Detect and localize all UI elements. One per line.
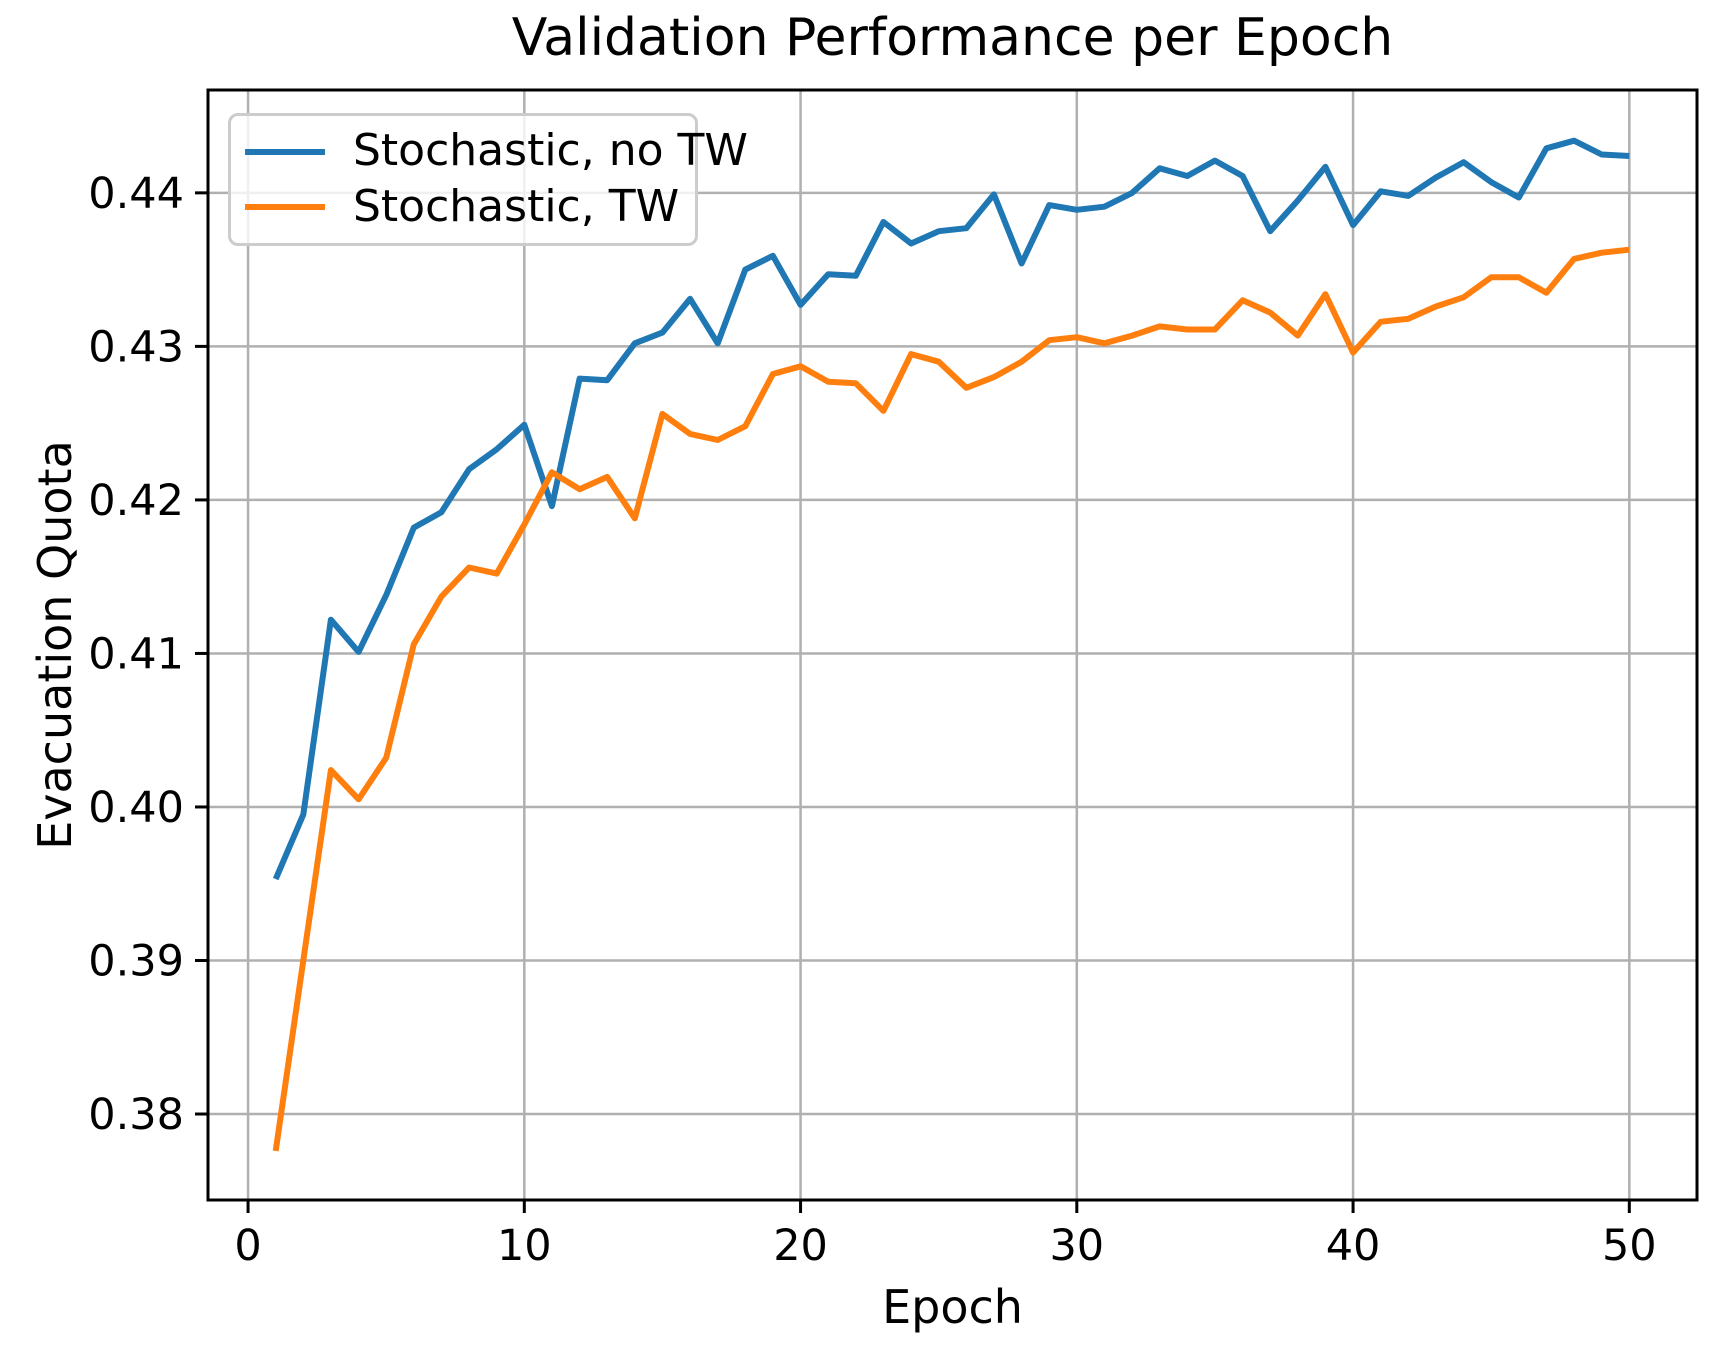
x-tick-label: 0 [234,1221,261,1271]
y-tick-label: 0.39 [88,936,184,986]
x-tick-label: 30 [1049,1221,1104,1271]
legend-item: Stochastic, TW [245,181,681,233]
x-tick-label: 20 [773,1221,828,1271]
y-tick-label: 0.42 [88,476,184,526]
y-tick-label: 0.38 [88,1090,184,1140]
x-tick-label: 10 [497,1221,552,1271]
legend-line-sample-series-1 [245,204,325,211]
legend-label: Stochastic, TW [353,181,680,233]
legend: Stochastic, no TW Stochastic, TW [228,113,748,246]
x-tick-label: 40 [1326,1221,1381,1271]
series-line-0 [272,137,1630,881]
y-tick-label: 0.40 [88,783,184,833]
legend-item: Stochastic, no TW [245,127,748,175]
y-axis-label: Evacuation Quota [28,440,82,850]
chart-title: Validation Performance per Epoch [511,8,1394,68]
x-axis-label: Epoch [882,1280,1023,1334]
y-tick-label: 0.41 [88,629,184,679]
axes-spines [206,88,1699,1202]
legend-label: Stochastic, no TW [353,125,748,177]
x-tick-label: 50 [1602,1221,1657,1271]
series-line-1 [272,246,1630,1152]
y-tick-label: 0.44 [88,169,184,219]
legend-line-sample-series-0 [245,148,325,155]
y-tick-label: 0.43 [88,322,184,372]
